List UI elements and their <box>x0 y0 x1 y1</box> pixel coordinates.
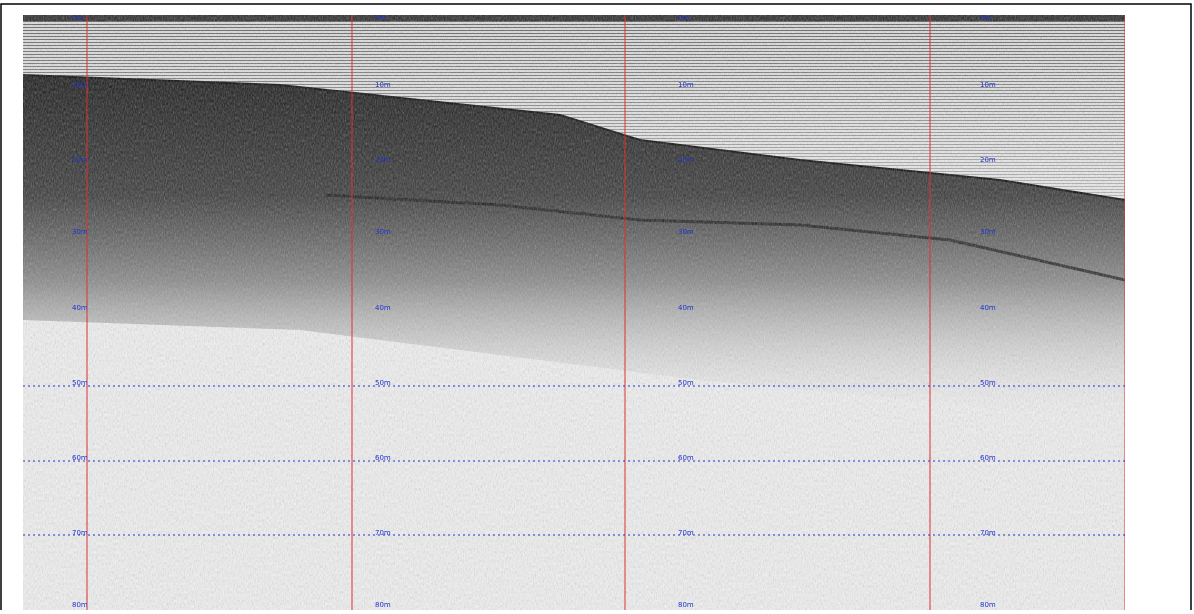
depth-label: 20m <box>375 156 391 164</box>
depth-label: 10m <box>72 81 88 89</box>
depth-label: 70m <box>72 529 88 537</box>
depth-label: 30m <box>980 228 996 236</box>
depth-label: 80m <box>678 601 694 609</box>
depth-label: 30m <box>375 228 391 236</box>
depth-label: 70m <box>678 529 694 537</box>
depth-label: 50m <box>678 379 694 387</box>
depth-label: 10m <box>980 81 996 89</box>
depth-label: 60m <box>678 454 694 462</box>
depth-label: 60m <box>980 454 996 462</box>
depth-label: 50m <box>375 379 391 387</box>
depth-label: 40m <box>72 304 88 312</box>
depth-label: 50m <box>980 379 996 387</box>
depth-label: 30m <box>678 228 694 236</box>
depth-label: 80m <box>980 601 996 609</box>
depth-label: 60m <box>375 454 391 462</box>
depth-label: 40m <box>678 304 694 312</box>
page: 0m 0m 0m 0m 10m 10m 10m 10m 20m 20m 20m 20m 30m 30m 30… <box>0 0 1194 610</box>
depth-label: 20m <box>72 156 88 164</box>
depth-label: 10m <box>375 81 391 89</box>
depth-label: 0m <box>375 14 386 22</box>
depth-label: 80m <box>375 601 391 609</box>
depth-label: 20m <box>980 156 996 164</box>
depth-label: 40m <box>375 304 391 312</box>
depth-label: 40m <box>980 304 996 312</box>
depth-label: 50m <box>72 379 88 387</box>
depth-label: 20m <box>678 156 694 164</box>
depth-label: 70m <box>375 529 391 537</box>
depth-label: 70m <box>980 529 996 537</box>
depth-label: 30m <box>72 228 88 236</box>
depth-label: 10m <box>678 81 694 89</box>
depth-label: 0m <box>72 14 83 22</box>
depth-label: 0m <box>678 14 689 22</box>
depth-label: 60m <box>72 454 88 462</box>
noise <box>23 15 1125 610</box>
depth-label: 0m <box>980 14 991 22</box>
depth-label: 80m <box>72 601 88 609</box>
echogram: 0m 0m 0m 0m 10m 10m 10m 10m 20m 20m 20m 20m 30m 30m 30… <box>23 14 1125 610</box>
sonar-profile: 0m 0m 0m 0m 10m 10m 10m 10m 20m 20m 20m 20m 30m 30m 30… <box>0 0 1194 610</box>
